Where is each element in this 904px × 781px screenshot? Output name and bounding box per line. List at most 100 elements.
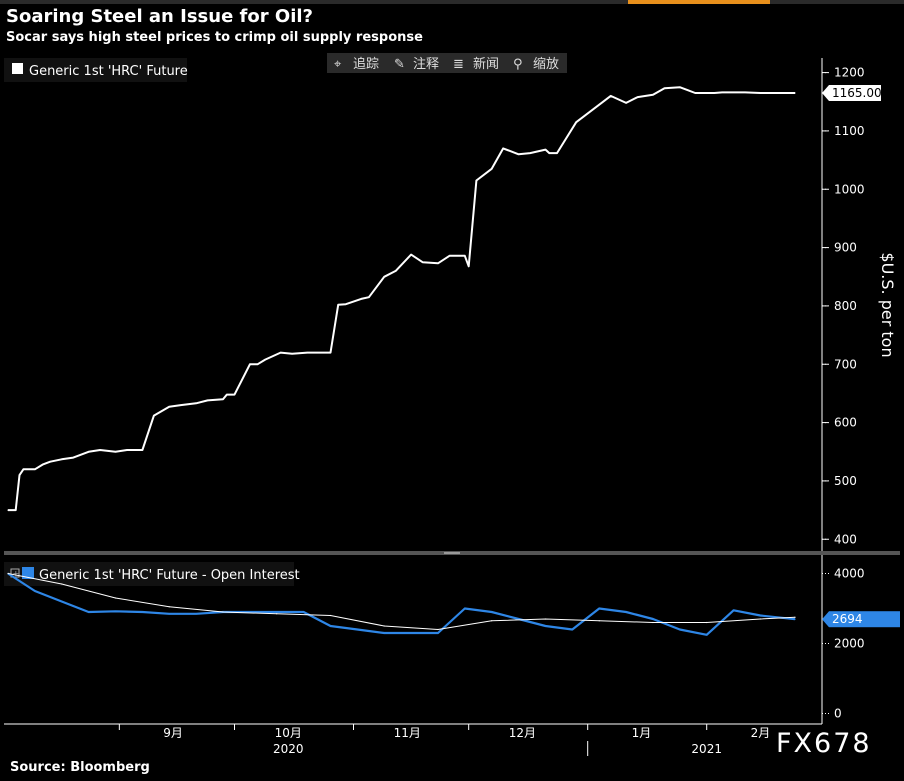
chart-toolbar: ⌖ 追踪 ✎ 注释 ≣ 新闻 ⚲ 缩放: [327, 53, 567, 73]
open-interest-average-point: [598, 620, 600, 622]
price-point: [529, 152, 531, 154]
price-point: [491, 168, 493, 170]
pencil-icon: ✎: [394, 57, 405, 72]
open-interest-average-point: [114, 597, 117, 599]
open-interest-point: [759, 614, 762, 617]
price-y-tick-label: 400: [834, 532, 857, 546]
price-line: [8, 86, 795, 512]
open-interest-point: [276, 611, 278, 613]
price-y-tick-label: 1000: [834, 182, 865, 196]
price-y-tick-label: 500: [834, 474, 857, 488]
price-point: [475, 179, 477, 182]
open-interest-average-point: [759, 618, 762, 620]
open-interest-average-point: [652, 621, 654, 624]
zoom-icon: ⚲: [513, 57, 523, 72]
legend-price-swatch: [12, 63, 23, 74]
toolbar-track-label: 追踪: [353, 56, 379, 72]
price-point: [694, 92, 696, 94]
chart-subtitle: Socar says high steel prices to crimp oi…: [6, 30, 423, 45]
price-point: [180, 404, 182, 406]
price-point: [794, 92, 796, 94]
legend-oi-label: Generic 1st 'HRC' Future - Open Interest: [39, 568, 300, 583]
price-point: [61, 458, 63, 460]
x-month-label: 9月: [163, 726, 183, 740]
watermark: FX678: [776, 728, 872, 759]
x-year-label: 2020: [273, 742, 304, 756]
oi-y-tick-label: 2000: [834, 637, 865, 651]
toolbar-news-button[interactable]: ≣ 新闻: [453, 56, 499, 72]
price-point: [502, 147, 504, 150]
price-point: [625, 102, 627, 104]
open-interest-point: [732, 609, 735, 611]
open-interest-point: [195, 613, 197, 615]
price-point: [713, 92, 715, 94]
price-point: [126, 449, 128, 451]
price-y-tick-label: 800: [834, 299, 857, 313]
oi-y-tick-label: 4000: [834, 567, 865, 581]
legend-oi-swatch: [22, 567, 34, 579]
price-point: [732, 91, 735, 94]
price-point: [679, 86, 681, 88]
price-point: [721, 91, 723, 94]
open-interest-average-point: [168, 606, 170, 608]
open-interest-average-point: [61, 583, 63, 585]
price-point: [264, 358, 266, 361]
price-point: [22, 468, 24, 470]
price-point: [256, 363, 259, 365]
price-point: [395, 270, 397, 272]
price-point: [49, 461, 51, 463]
x-month-label: 12月: [509, 726, 536, 740]
open-interest-point: [88, 611, 90, 613]
open-interest-average-point: [222, 611, 224, 613]
toolbar-zoom-button[interactable]: ⚲ 缩放: [513, 56, 559, 72]
price-point: [437, 262, 439, 264]
price-point: [383, 276, 385, 278]
price-point: [517, 153, 520, 155]
price-point: [548, 152, 550, 154]
x-month-label: 1月: [632, 726, 652, 740]
price-point: [88, 451, 90, 453]
open-interest-average-point: [383, 625, 385, 627]
price-point: [15, 509, 17, 511]
price-point: [34, 468, 36, 470]
open-interest-point: [464, 607, 466, 610]
open-interest-point: [437, 632, 439, 634]
toolbar-zoom-label: 缩放: [533, 56, 559, 72]
price-point: [18, 474, 21, 476]
open-interest-point: [329, 625, 332, 627]
toolbar-track-button[interactable]: ⌖ 追踪: [334, 56, 379, 72]
open-interest-point: [168, 613, 170, 615]
top-strip: [0, 0, 904, 4]
price-point: [99, 449, 101, 451]
toolbar-annotate-label: 注释: [413, 57, 439, 72]
news-icon: ≣: [453, 57, 464, 72]
open-interest-point: [794, 618, 796, 620]
toolbar-annotate-button[interactable]: ✎ 注释: [394, 57, 439, 72]
price-point: [306, 351, 309, 354]
oi-last-value-pointer: [822, 611, 829, 628]
toolbar-news-label: 新闻: [473, 56, 499, 72]
open-interest-line: [7, 572, 796, 636]
price-y-tick-label: 700: [834, 357, 857, 371]
open-interest-average-point: [544, 618, 547, 620]
open-interest-average-point: [329, 614, 332, 617]
price-point: [233, 393, 236, 396]
price-y-tick-label: 900: [834, 241, 857, 255]
open-interest-point: [544, 625, 547, 627]
open-interest-point: [517, 618, 520, 620]
open-interest-point: [491, 611, 493, 613]
legend-open-interest: + Generic 1st 'HRC' Future - Open Intere…: [4, 562, 300, 586]
price-last-value-box: [829, 85, 881, 101]
price-point: [41, 463, 44, 466]
price-point: [602, 101, 604, 103]
open-interest-point: [598, 607, 600, 610]
price-point: [686, 89, 689, 91]
chart-title: Soaring Steel an Issue for Oil?: [6, 6, 313, 27]
price-point: [468, 265, 470, 267]
price-point: [318, 351, 320, 354]
price-point: [556, 152, 558, 154]
oi-last-value-label: 2694: [832, 612, 863, 626]
open-interest-point: [410, 632, 412, 634]
open-interest-point: [383, 632, 385, 634]
